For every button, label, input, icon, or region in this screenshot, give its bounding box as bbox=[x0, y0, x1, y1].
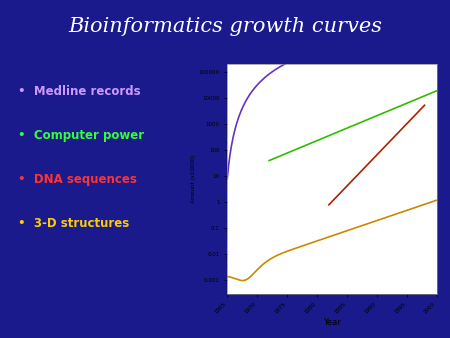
Text: •  Computer power: • Computer power bbox=[18, 129, 144, 142]
Text: Bioinformatics growth curves: Bioinformatics growth curves bbox=[68, 17, 382, 36]
Y-axis label: Amount (x10000): Amount (x10000) bbox=[191, 155, 196, 203]
Text: •  DNA sequences: • DNA sequences bbox=[18, 173, 137, 186]
X-axis label: Year: Year bbox=[323, 318, 341, 327]
Text: •  Medline records: • Medline records bbox=[18, 85, 140, 98]
Text: •  3-D structures: • 3-D structures bbox=[18, 217, 129, 230]
